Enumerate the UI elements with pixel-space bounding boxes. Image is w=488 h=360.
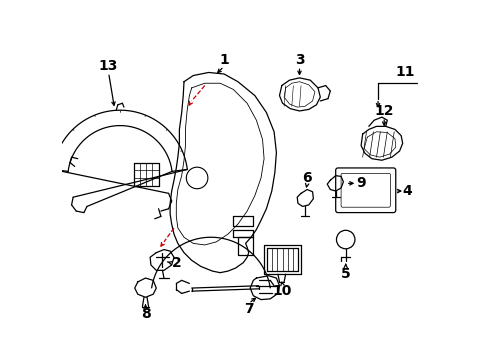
Text: 7: 7	[244, 302, 253, 316]
Text: 12: 12	[374, 104, 393, 118]
Text: 4: 4	[402, 184, 411, 198]
Text: 3: 3	[294, 53, 304, 67]
Text: 11: 11	[394, 66, 414, 80]
Text: 1: 1	[219, 53, 228, 67]
Text: 6: 6	[302, 171, 311, 185]
Text: 13: 13	[99, 59, 118, 73]
Text: 2: 2	[171, 256, 181, 270]
Text: 5: 5	[340, 267, 350, 281]
Text: 9: 9	[356, 176, 365, 190]
Text: 8: 8	[141, 307, 150, 321]
Text: 10: 10	[272, 284, 292, 298]
